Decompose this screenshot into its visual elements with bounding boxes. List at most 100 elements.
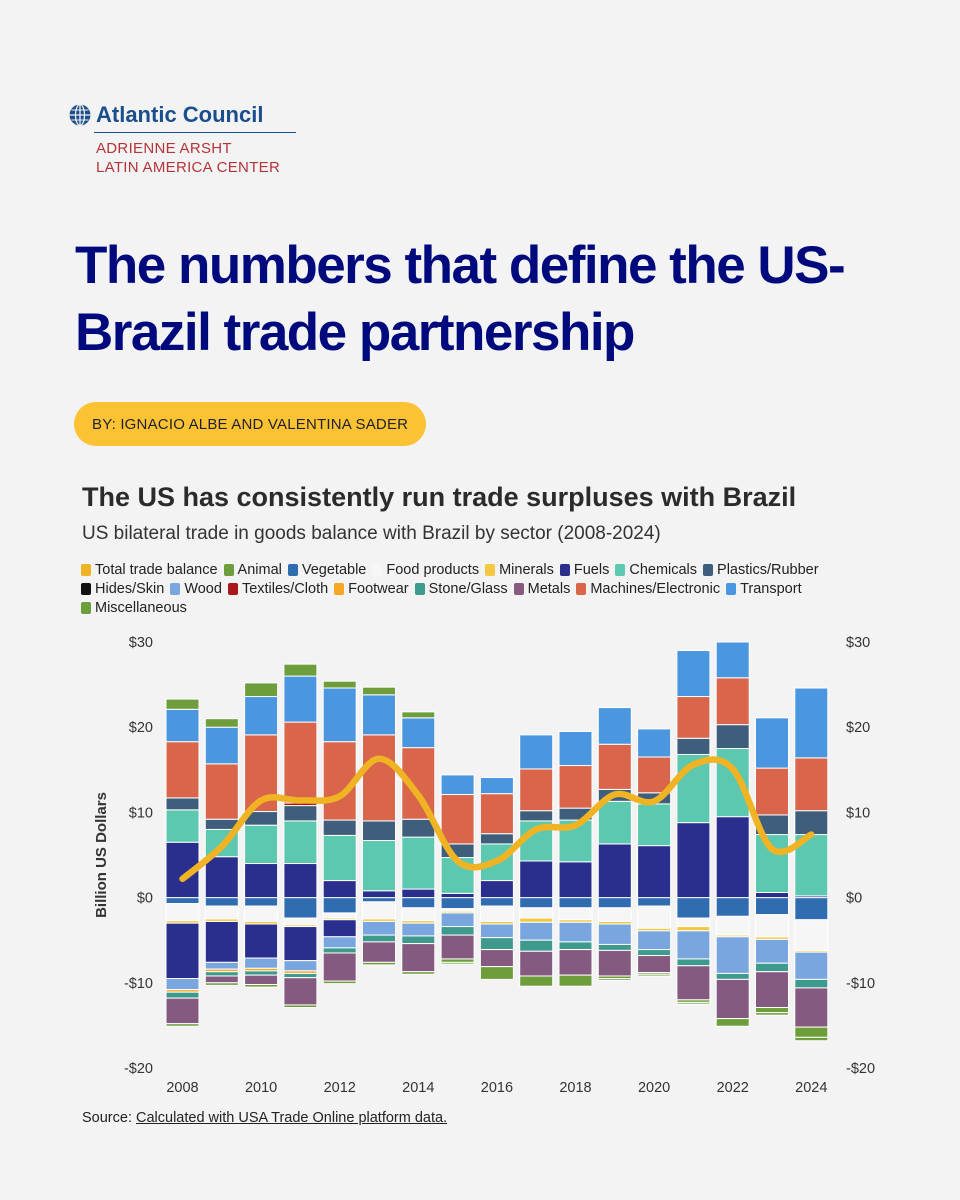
bar-segment (519, 810, 554, 822)
legend-item: Plastics/Rubber (703, 561, 819, 578)
logo-divider (94, 132, 296, 133)
bar-segment (244, 897, 279, 907)
bar-segment (440, 934, 475, 960)
bar-segment (165, 903, 200, 922)
legend-label: Minerals (499, 561, 554, 578)
x-tick-label: 2024 (795, 1080, 827, 1096)
legend-item: Animal (223, 561, 282, 578)
bar-segment (283, 926, 318, 962)
bar-segment (322, 687, 357, 743)
bar-segment (715, 972, 750, 980)
bar-segment (755, 1007, 789, 1014)
legend-item: Chemicals (615, 561, 697, 578)
bar-segment (440, 897, 475, 910)
legend-swatch (170, 582, 181, 595)
bar-segment (283, 663, 318, 677)
bar-segment (755, 914, 789, 938)
bar-segment (676, 926, 711, 932)
bar-segment (165, 997, 200, 1025)
bar-segment (676, 917, 711, 928)
chart-legend: Total trade balance Animal Vegetable Food p… (81, 561, 881, 616)
bar-segment (165, 708, 200, 743)
bar-segment (440, 912, 475, 928)
bar-segment (637, 973, 672, 977)
bar-segment (676, 737, 711, 755)
bar-segment (165, 698, 200, 710)
y-tick-label-right: $30 (846, 635, 870, 651)
bar-segment (558, 941, 593, 951)
bar-segment (637, 955, 672, 974)
y-tick-label-left: -$20 (124, 1061, 153, 1077)
bar-segment (283, 972, 318, 979)
bar-segment (519, 768, 554, 812)
bar-segment (362, 920, 396, 936)
bar-segment (519, 907, 554, 919)
bar-segment (519, 897, 554, 909)
source-note: Source: Calculated with USA Trade Online… (82, 1110, 447, 1126)
legend-label: Chemicals (629, 561, 698, 578)
legend-swatch (559, 563, 570, 576)
legend-label: Machines/Electronic (590, 580, 721, 597)
bar-segment (676, 696, 711, 739)
bar-segment (440, 794, 475, 845)
legend-swatch (726, 582, 737, 595)
x-tick-label: 2010 (245, 1080, 277, 1096)
legend-label: Transport (740, 580, 802, 597)
x-tick-label: 2020 (638, 1080, 670, 1096)
bar-segment (283, 917, 318, 926)
bar-segment (676, 650, 711, 698)
bar-segment (479, 776, 514, 795)
bar-segment (440, 926, 475, 936)
bar-segment (244, 863, 279, 899)
bar-segment (676, 965, 711, 1001)
bar-segment (715, 1018, 750, 1027)
bar-segment (362, 897, 396, 903)
bar-segment (715, 897, 750, 917)
bar-segment (322, 947, 357, 954)
legend-swatch (334, 582, 345, 595)
bar-segment (204, 726, 239, 765)
bar-segment (794, 1026, 829, 1038)
bar-segment (519, 975, 554, 987)
bar-segment (794, 810, 829, 836)
legend-swatch (513, 582, 524, 595)
bar-segment (479, 966, 514, 980)
chart-subtitle: US bilateral trade in goods balance with… (82, 523, 661, 544)
y-tick-label-left: $30 (129, 635, 153, 651)
legend-swatch (227, 582, 238, 595)
bar-segment (283, 805, 318, 822)
legend-label: Stone/Glass (428, 580, 508, 597)
legend-item: Vegetable (287, 561, 366, 578)
y-tick-label-left: $0 (137, 891, 153, 907)
bar-segment (637, 845, 672, 899)
legend-swatch (615, 563, 626, 576)
bar-segment (401, 717, 436, 749)
bar-segment (755, 897, 789, 916)
bar-segment (715, 677, 750, 726)
bar-segment (637, 949, 672, 957)
y-tick-label-right: $10 (846, 805, 870, 821)
legend-item: Stone/Glass (414, 580, 508, 597)
bar-segment (479, 897, 514, 907)
bar-segment (479, 923, 514, 939)
bar-segment (401, 897, 436, 909)
bar-segment (204, 982, 239, 986)
bar-segment (755, 767, 789, 816)
bar-segment (676, 897, 711, 919)
bar-segment (755, 962, 789, 973)
y-tick-label-left: $10 (129, 805, 153, 821)
bar-segment (244, 905, 279, 922)
bar-segment (794, 897, 829, 921)
bar-segment (362, 694, 396, 736)
bar-segment (715, 936, 750, 974)
bar-segment (362, 734, 396, 822)
bar-segment (794, 687, 829, 759)
bar-segment (401, 922, 436, 937)
bar-segment (244, 682, 279, 698)
bar-segment (794, 919, 829, 951)
bar-segment (637, 803, 672, 847)
bar-segment (715, 724, 750, 749)
bar-segment (597, 707, 632, 745)
bar-segment (479, 905, 514, 922)
source-link[interactable]: Calculated with USA Trade Online platfor… (136, 1110, 448, 1126)
